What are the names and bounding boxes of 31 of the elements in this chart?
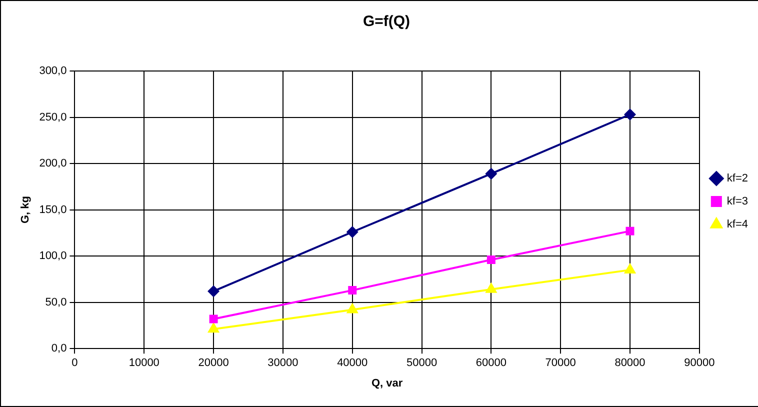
point bbox=[624, 108, 636, 120]
point bbox=[626, 226, 634, 236]
x-tick-label: 50000 bbox=[406, 357, 438, 370]
y-tick-label: 100,0 bbox=[39, 250, 67, 262]
x-tick-label: 90000 bbox=[684, 357, 715, 370]
legend-label: kf=4 bbox=[726, 218, 748, 231]
point bbox=[346, 226, 358, 238]
y-tick-label: 200,0 bbox=[39, 158, 67, 170]
y-tick-label: 50,0 bbox=[45, 296, 67, 308]
x-tick-label: 20000 bbox=[198, 357, 229, 370]
point bbox=[209, 314, 218, 324]
legend-label: kf=2 bbox=[726, 172, 748, 185]
y-tick-label: 300,0 bbox=[39, 65, 67, 78]
x-tick-label: 0 bbox=[72, 357, 78, 370]
x-tick-label: 70000 bbox=[545, 357, 576, 370]
x-tick-label: 60000 bbox=[476, 357, 506, 370]
point bbox=[485, 168, 498, 180]
x-tick-label: 40000 bbox=[337, 357, 368, 370]
point bbox=[208, 285, 220, 298]
legend-label: kf=3 bbox=[726, 196, 748, 208]
chart-title: G=f(Q) bbox=[362, 13, 410, 30]
y-tick-label: 0,0 bbox=[51, 342, 67, 355]
point bbox=[348, 286, 357, 295]
x-tick-label: 80000 bbox=[614, 357, 646, 370]
y-axis-title: G, kg bbox=[20, 196, 32, 224]
x-tick-label: 10000 bbox=[128, 357, 160, 370]
point bbox=[486, 256, 496, 264]
y-tick-label: 250,0 bbox=[39, 111, 67, 124]
x-axis-title: Q, var bbox=[371, 377, 404, 390]
y-tick-label: 150,0 bbox=[39, 204, 67, 216]
x-tick-label: 30000 bbox=[268, 357, 298, 370]
